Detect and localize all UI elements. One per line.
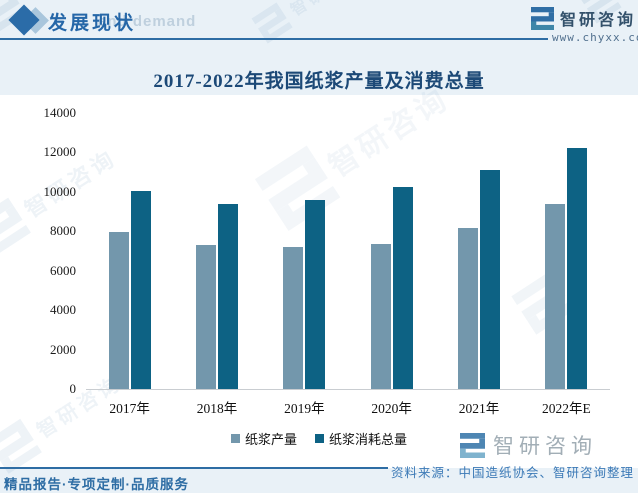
- legend-swatch: [230, 434, 240, 443]
- bar-纸浆消耗总量-2018年: [218, 203, 238, 389]
- zhiyan-logo-icon: [460, 433, 485, 458]
- brand-website[interactable]: www.chyxx.com: [552, 31, 638, 44]
- x-axis-tick-label: 2019年: [284, 401, 325, 416]
- x-axis-line: [86, 389, 610, 390]
- brand-name: 智研咨询: [560, 12, 637, 29]
- brand-name-gray: 智研咨询: [493, 435, 597, 458]
- y-axis-tick-label: 10000: [43, 183, 77, 199]
- legend-item: 纸浆消耗总量: [315, 429, 407, 448]
- bar-纸浆产量-2019年: [283, 246, 304, 389]
- bar-纸浆产量-2021年: [458, 227, 478, 389]
- bar-纸浆消耗总量-2022年E: [567, 147, 588, 389]
- legend-label: 纸浆消耗总量: [329, 432, 408, 447]
- bar-纸浆产量-2018年: [196, 245, 216, 389]
- legend-swatch: [315, 434, 324, 443]
- bar-纸浆产量-2017年: [108, 232, 129, 389]
- chart-title: 2017-2022年我国纸浆产量及消费总量: [153, 71, 485, 92]
- y-axis-tick-label: 6000: [50, 262, 76, 278]
- bar-纸浆消耗总量-2021年: [480, 170, 500, 389]
- x-axis-tick-label: 2017年: [109, 401, 150, 416]
- y-axis-tick-label: 8000: [50, 223, 76, 239]
- zhiyan-logo-icon: [531, 7, 554, 30]
- brand-logo-top: 智研咨询: [531, 6, 636, 30]
- bar-纸浆产量-2022年E: [545, 203, 566, 389]
- bottom-band: [0, 468, 638, 493]
- x-axis-tick-label: 2018年: [196, 401, 238, 416]
- brand-logo-bottom: 智研咨询: [460, 430, 597, 460]
- section-title: 发展现状: [48, 13, 137, 34]
- source-note: 资料来源：中国造纸协会、智研咨询整理: [390, 466, 634, 480]
- header-watermark-text: and demand: [98, 13, 197, 30]
- footer-tagline: 精品报告·专项定制·品质服务: [4, 477, 189, 492]
- y-axis-tick-label: 4000: [50, 302, 76, 318]
- zhiyan-logo-icon: [0, 197, 31, 255]
- x-axis-tick-label: 2021年: [458, 401, 500, 416]
- bar-纸浆消耗总量-2019年: [305, 199, 326, 389]
- footer-divider: [0, 467, 388, 469]
- chart-legend: 纸浆产量 纸浆消耗总量: [0, 429, 638, 448]
- diamond-bullet-icon: [8, 4, 50, 38]
- header-divider: [0, 38, 548, 40]
- y-axis-tick-label: 0: [69, 381, 77, 396]
- x-axis-tick-label: 2022年E: [541, 401, 591, 416]
- bar-纸浆消耗总量-2017年: [130, 190, 151, 389]
- legend-label: 纸浆产量: [244, 432, 297, 447]
- zhiyan-logo-icon: [255, 145, 341, 231]
- bar-纸浆产量-2020年: [370, 244, 391, 389]
- bar-纸浆消耗总量-2020年: [392, 187, 413, 389]
- y-axis-tick-label: 2000: [50, 341, 76, 357]
- y-axis-tick-label: 14000: [43, 105, 77, 120]
- x-axis-tick-label: 2020年: [371, 401, 412, 416]
- y-axis-tick-label: 12000: [43, 144, 77, 160]
- legend-item: 纸浆产量: [230, 429, 297, 448]
